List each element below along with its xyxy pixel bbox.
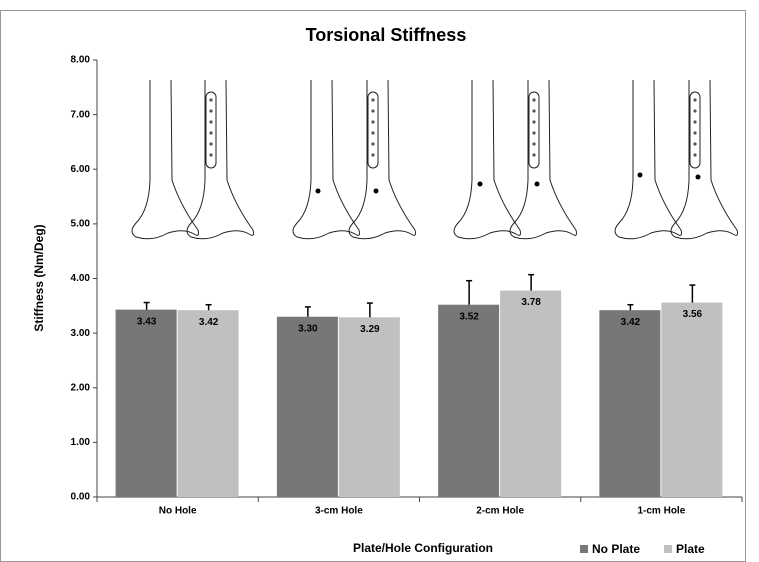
- y-axis-label: Stiffness (Nm/Deg): [32, 224, 46, 331]
- value-label: 3.56: [683, 309, 703, 320]
- value-label: 3.78: [521, 297, 541, 308]
- value-label: 3.29: [360, 324, 380, 335]
- y-tick-label: 4.00: [71, 273, 91, 284]
- x-axis-label: Plate/Hole Configuration: [353, 541, 493, 555]
- x-tick-label: 1-cm Hole: [637, 506, 685, 517]
- bar: [438, 305, 499, 497]
- y-tick-label: 0.00: [71, 492, 91, 503]
- y-tick-label: 6.00: [71, 164, 91, 175]
- value-label: 3.30: [298, 323, 318, 334]
- chart: Torsional Stiffness Stiffness (Nm/Deg) P…: [0, 0, 759, 562]
- bone-illustrations: [132, 80, 738, 239]
- bar: [178, 310, 239, 497]
- value-label: 3.42: [199, 317, 219, 328]
- legend-label: No Plate: [592, 542, 640, 556]
- x-tick-label: 3-cm Hole: [315, 506, 363, 517]
- value-label: 3.52: [459, 311, 479, 322]
- bar: [339, 317, 400, 497]
- y-tick-label: 8.00: [71, 55, 91, 66]
- y-tick-label: 2.00: [71, 382, 91, 393]
- bar: [277, 317, 338, 497]
- bar: [116, 310, 177, 497]
- bar: [500, 291, 561, 497]
- y-tick-label: 5.00: [71, 219, 91, 230]
- y-tick-label: 1.00: [71, 437, 91, 448]
- value-label: 3.43: [137, 316, 157, 327]
- chart-title: Torsional Stiffness: [306, 25, 467, 45]
- legend-swatch: [580, 545, 588, 553]
- bar: [661, 303, 722, 497]
- bar: [599, 310, 660, 497]
- legend-label: Plate: [676, 542, 705, 556]
- y-tick-label: 3.00: [71, 328, 91, 339]
- value-label: 3.42: [621, 317, 641, 328]
- x-tick-label: No Hole: [159, 506, 197, 517]
- legend-swatch: [664, 545, 672, 553]
- y-tick-label: 7.00: [71, 109, 91, 120]
- x-tick-label: 2-cm Hole: [476, 506, 524, 517]
